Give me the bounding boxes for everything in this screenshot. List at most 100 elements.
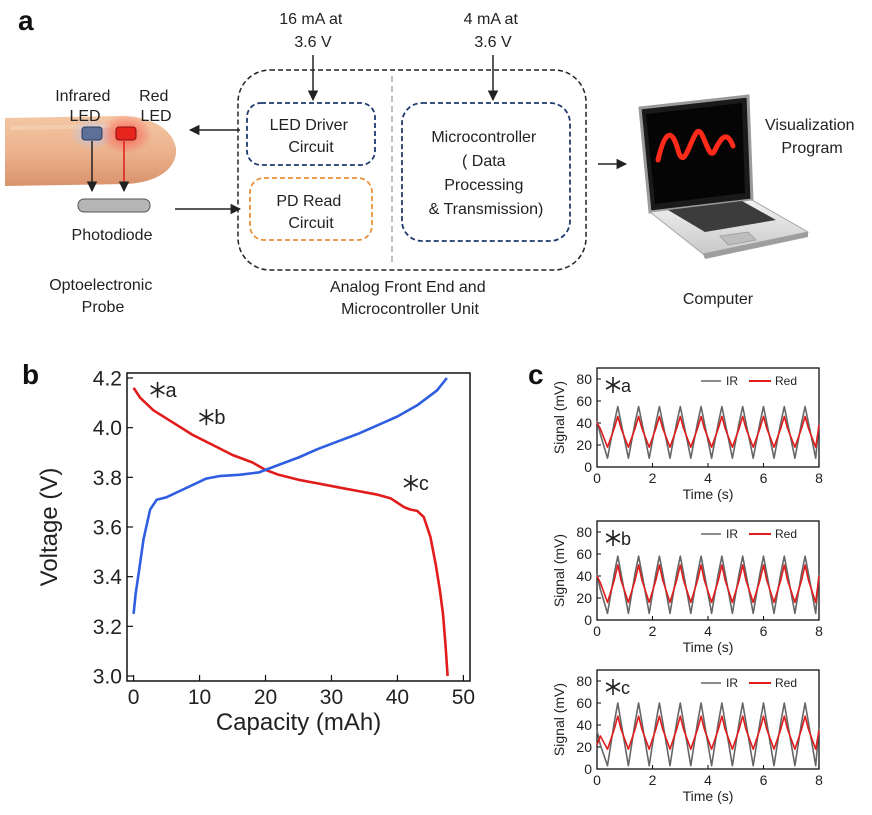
afe-caption: Analog Front End and Microcontroller Uni…	[330, 279, 490, 318]
y-tick-label: 20	[576, 739, 592, 755]
series-line-ir	[596, 702, 820, 767]
pd-read-box	[249, 177, 373, 241]
annotation-label-c: c	[419, 473, 429, 495]
y-axis-label: Signal (mV)	[551, 534, 567, 607]
x-axis-label: Time (s)	[683, 639, 734, 655]
x-tick-label: 0	[593, 623, 601, 639]
x-tick-label: 2	[649, 623, 657, 639]
series-line-ir	[596, 555, 820, 615]
led-driver-label: LED Driver Circuit	[270, 117, 353, 156]
series-line-red	[596, 564, 820, 604]
y-tick-label: 60	[576, 393, 592, 409]
y-tick-label: 80	[576, 371, 592, 387]
y-tick-label: 3.2	[93, 616, 122, 639]
y-tick-label: 60	[576, 695, 592, 711]
y-tick-label: 80	[576, 524, 592, 540]
y-tick-label: 0	[584, 612, 592, 628]
led-driver-box	[246, 102, 376, 166]
series-line-0	[132, 387, 449, 677]
pd-read-label: PD Read Circuit	[276, 193, 345, 232]
x-tick-label: 6	[760, 470, 768, 486]
microcontroller-label: Microcontroller ( Data Processing & Tran…	[429, 129, 544, 218]
y-axis-label: Signal (mV)	[551, 381, 567, 454]
x-axis-label: Time (s)	[683, 788, 734, 804]
y-axis-label: Voltage (V)	[36, 468, 63, 587]
annotation-label-a: a	[166, 380, 178, 402]
afe-mcu-container	[237, 69, 587, 271]
y-tick-label: 0	[584, 459, 592, 475]
y-tick-label: 3.4	[93, 566, 123, 589]
y-tick-label: 40	[576, 717, 592, 733]
annotation-label-c: c	[621, 678, 630, 698]
annotation-label-b: b	[214, 407, 225, 429]
annotation-label-b: b	[621, 529, 631, 549]
legend-label-ir: IR	[726, 527, 738, 541]
x-tick-label: 50	[452, 686, 475, 709]
legend-label-red: Red	[775, 527, 797, 541]
laptop-icon	[638, 94, 810, 259]
x-axis-label: Time (s)	[683, 486, 734, 502]
computer-caption: Computer	[683, 291, 754, 308]
x-tick-label: 2	[649, 772, 657, 788]
annotation-asterisk-b	[199, 409, 214, 426]
annotation-asterisk-b	[605, 530, 621, 546]
x-tick-label: 20	[254, 686, 277, 709]
series-line-1	[132, 377, 448, 615]
annotation-asterisk-a	[150, 381, 165, 398]
annotation-label-a: a	[621, 376, 632, 396]
plot-frame	[126, 372, 471, 682]
photodiode-icon	[77, 198, 151, 213]
annotation-asterisk-c	[605, 679, 621, 695]
annotation-asterisk-a	[605, 377, 621, 393]
supply-mcu-label: 4 mA at 3.6 V	[464, 11, 523, 51]
microcontroller-box	[401, 102, 571, 242]
x-tick-label: 0	[593, 772, 601, 788]
probe-caption: Optoelectronic Probe	[49, 277, 157, 316]
series-line-red	[596, 415, 820, 448]
panel-a: a Infrared LED Red LED Photodiode Optoel…	[5, 5, 859, 318]
x-tick-label: 40	[386, 686, 409, 709]
visualization-program-label: Visualization Program	[765, 117, 859, 157]
panel-label-b: b	[22, 359, 39, 390]
y-axis-label: Signal (mV)	[551, 683, 567, 756]
red-led-icon	[100, 114, 152, 154]
y-tick-label: 80	[576, 673, 592, 689]
x-tick-label: 4	[704, 470, 712, 486]
legend-label-ir: IR	[726, 374, 738, 388]
x-tick-label: 30	[320, 686, 343, 709]
legend-label-ir: IR	[726, 676, 738, 690]
x-tick-label: 6	[760, 623, 768, 639]
x-tick-label: 0	[128, 686, 140, 709]
y-tick-label: 3.0	[93, 666, 122, 689]
x-tick-label: 8	[815, 772, 823, 788]
x-tick-label: 0	[593, 470, 601, 486]
y-tick-label: 40	[576, 415, 592, 431]
panel-label-a: a	[18, 5, 34, 36]
x-tick-label: 10	[188, 686, 211, 709]
y-tick-label: 4.0	[93, 417, 122, 440]
y-tick-label: 3.8	[93, 467, 122, 490]
x-tick-label: 2	[649, 470, 657, 486]
y-tick-label: 20	[576, 437, 592, 453]
annotation-asterisk-c	[403, 474, 419, 491]
battery-voltage-chart: 0 10 20 30 40 50 3.0 3.2 3.4 3.6 3.8 4.0 4.2 Capacity…	[36, 368, 475, 736]
legend: IR Red	[701, 374, 797, 388]
x-tick-label: 4	[704, 623, 712, 639]
series-line-red	[596, 715, 820, 750]
panel-label-c: c	[528, 359, 544, 390]
y-tick-label: 20	[576, 590, 592, 606]
x-tick-label: 8	[815, 470, 823, 486]
legend-label-red: Red	[775, 374, 797, 388]
waveform-on-screen	[655, 128, 736, 163]
x-tick-label: 8	[815, 623, 823, 639]
x-tick-label: 4	[704, 772, 712, 788]
legend-label-red: Red	[775, 676, 797, 690]
series-line-ir	[596, 405, 820, 459]
red-led-label: Red LED	[139, 88, 173, 125]
photodiode-label: Photodiode	[72, 227, 153, 244]
